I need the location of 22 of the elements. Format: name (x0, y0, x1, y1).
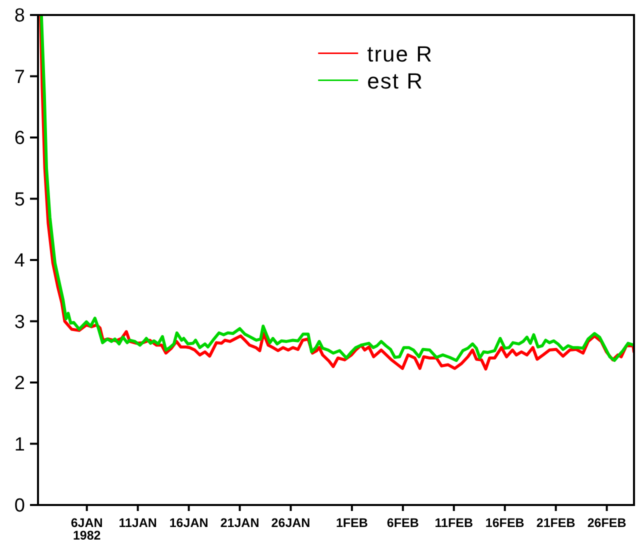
x-tick-label: 6JAN 1982 (70, 516, 103, 540)
x-tick-label: 21FEB (536, 516, 576, 530)
y-tick-label: 1 (14, 434, 25, 456)
x-tick-label: 26JAN (271, 516, 310, 530)
y-tick-label: 3 (14, 312, 25, 333)
y-tick-label: 4 (14, 250, 26, 272)
legend-label: est R (367, 68, 424, 94)
y-tick-label: 2 (14, 373, 25, 394)
x-tick-label: 6FEB (386, 516, 419, 530)
legend-label: true R (367, 42, 434, 67)
x-tick-label: 21JAN (220, 516, 260, 530)
y-tick-label: 8 (14, 6, 25, 27)
y-tick-label: 0 (14, 496, 25, 517)
x-tick-label: 11FEB (434, 516, 473, 530)
x-tick-label: 1FEB (336, 516, 368, 530)
y-tick-label: 5 (14, 189, 25, 210)
x-tick-label: 11JAN (118, 516, 157, 530)
y-tick-label: 7 (14, 66, 25, 88)
y-tick-label: 6 (14, 128, 25, 150)
x-tick-label: 16JAN (169, 516, 208, 530)
x-tick-label: 16FEB (485, 516, 524, 530)
x-tick-label: 26FEB (587, 516, 626, 530)
